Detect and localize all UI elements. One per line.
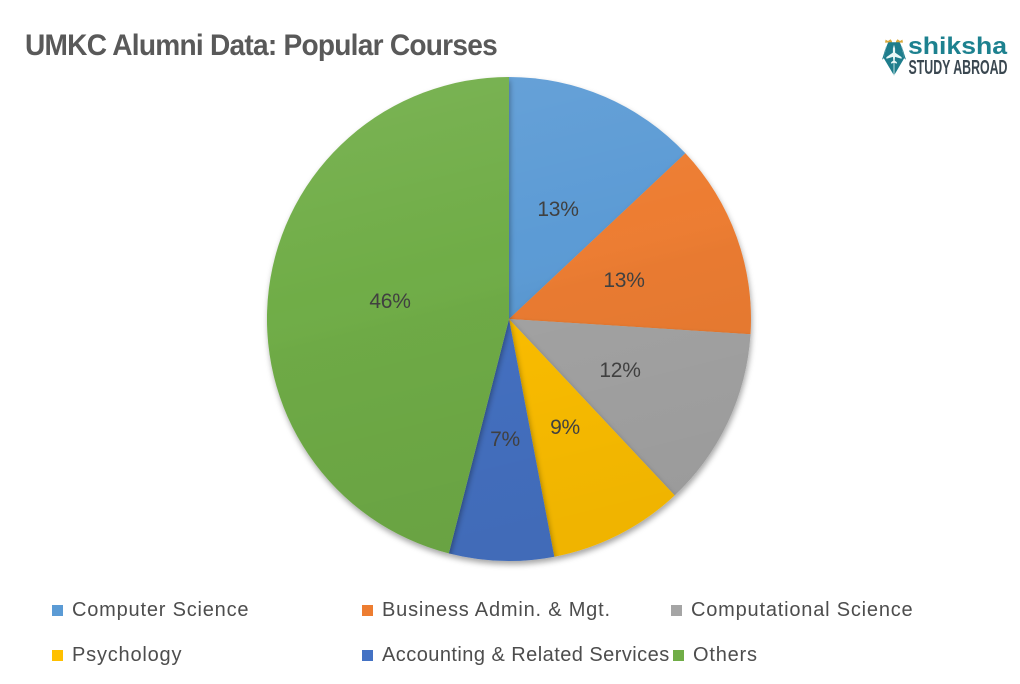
svg-text:shiksha: shiksha — [908, 33, 1007, 60]
svg-text:STUDY ABROAD: STUDY ABROAD — [909, 57, 1008, 79]
